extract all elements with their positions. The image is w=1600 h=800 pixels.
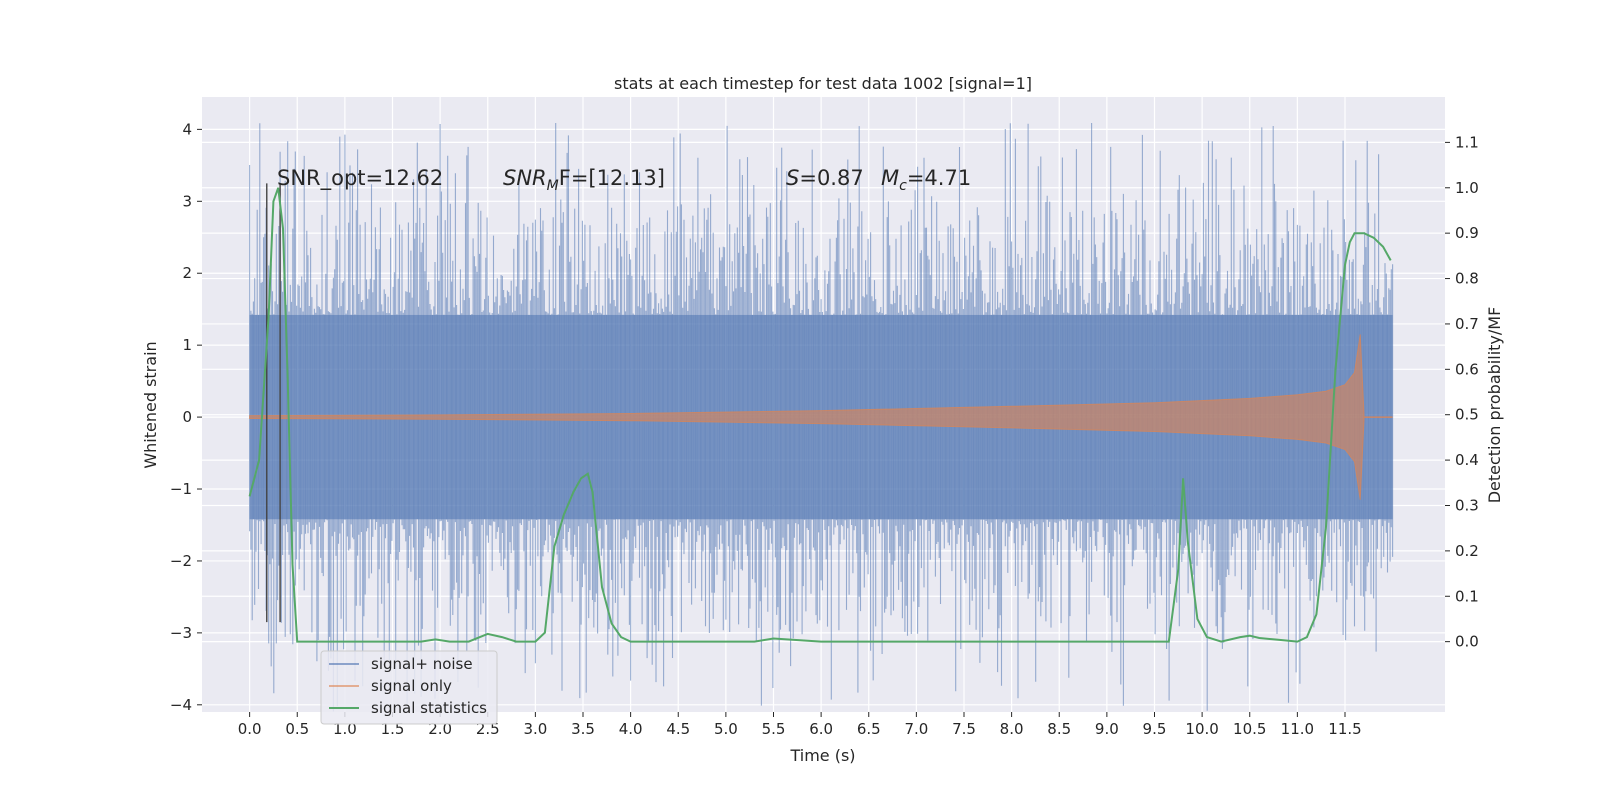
y2-tick-label: 0.7 <box>1455 315 1479 333</box>
x-tick-label: 4.0 <box>619 720 643 738</box>
signal-noise-spikes <box>249 123 1394 712</box>
y-tick-label: −3 <box>170 624 192 642</box>
chart-title: stats at each timestep for test data 100… <box>614 74 1032 93</box>
y2-axis-label: Detection probability/MF <box>1485 307 1504 504</box>
y2-tick-label: 0.0 <box>1455 633 1479 651</box>
legend-box <box>320 650 498 725</box>
x-tick-label: 5.5 <box>762 720 786 738</box>
legend-label-signal-statistics: signal statistics <box>371 699 487 717</box>
mc-sub: c <box>899 178 907 194</box>
x-tick-label: 11.5 <box>1328 720 1361 738</box>
x-tick-label: 9.5 <box>1143 720 1167 738</box>
x-tick-label: 9.0 <box>1095 720 1119 738</box>
annotation-mc: Mc=4.71 <box>881 166 971 194</box>
y2-tick-label: 0.5 <box>1455 406 1479 424</box>
x-tick-label: 5.0 <box>714 720 738 738</box>
x-axis-label: Time (s) <box>789 746 855 765</box>
x-tick-label: 8.0 <box>1000 720 1024 738</box>
y-tick-label: −2 <box>170 552 192 570</box>
x-tick-label: 11.0 <box>1281 720 1314 738</box>
y-tick-label: 1 <box>182 336 192 354</box>
y-axis-label: Whitened strain <box>141 341 160 468</box>
signal-statistics-line <box>248 187 1392 643</box>
y2-tick-label: 0.9 <box>1455 224 1479 242</box>
x-tick-label: 4.5 <box>666 720 690 738</box>
annotation-s: S=0.87 <box>786 166 864 190</box>
legend-label-signal-only: signal only <box>371 677 452 695</box>
s-rest: =0.87 <box>799 166 863 190</box>
y2-tick-label: 1.0 <box>1455 179 1479 197</box>
annotation-snr-mf: SNRMF=[12.13] <box>503 166 665 194</box>
y-tick-label: 3 <box>182 192 192 210</box>
annotation-snr-opt: SNR_opt=12.62 <box>277 166 443 191</box>
x-tick-label: 0.5 <box>285 720 309 738</box>
legend-label-signal-noise: signal+ noise <box>371 655 473 673</box>
y2-tick-label: 1.1 <box>1455 133 1479 151</box>
y2-tick-label: 0.6 <box>1455 360 1479 378</box>
y2-tick-label: 0.1 <box>1455 587 1479 605</box>
x-tick-label: 6.5 <box>857 720 881 738</box>
y-tick-label: −1 <box>170 480 192 498</box>
y2-tick-label: 0.4 <box>1455 451 1479 469</box>
y-tick-label: 0 <box>182 408 192 426</box>
mc-rest: =4.71 <box>907 166 971 190</box>
y2-tick-label: 0.2 <box>1455 542 1479 560</box>
y2-tick-label: 0.3 <box>1455 496 1479 514</box>
mc-main: M <box>881 166 899 190</box>
snr-mf-main: SNR <box>503 166 547 190</box>
y-tick-label: 2 <box>182 264 192 282</box>
signal-only-envelope <box>249 334 1365 500</box>
plot-series <box>248 123 1394 712</box>
x-tick-label: 0.0 <box>238 720 262 738</box>
s-main: S <box>786 166 799 190</box>
snr-mf-rest: F=[12.13] <box>559 166 665 190</box>
x-tick-label: 3.0 <box>523 720 547 738</box>
x-tick-label: 8.5 <box>1047 720 1071 738</box>
x-tick-label: 10.5 <box>1233 720 1266 738</box>
x-tick-label: 7.5 <box>952 720 976 738</box>
snr-mf-sub: M <box>547 178 559 194</box>
legend: signal+ noise signal only signal statist… <box>320 650 498 725</box>
x-tick-label: 6.0 <box>809 720 833 738</box>
x-tick-label: 3.5 <box>571 720 595 738</box>
y-tick-label: 4 <box>182 120 192 138</box>
y2-tick-label: 0.8 <box>1455 270 1479 288</box>
y-tick-label: −4 <box>170 696 192 714</box>
x-tick-label: 7.0 <box>904 720 928 738</box>
x-tick-label: 10.0 <box>1185 720 1218 738</box>
